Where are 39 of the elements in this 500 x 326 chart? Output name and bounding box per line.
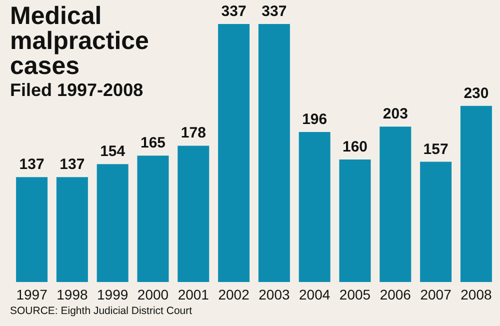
data-label: 337 bbox=[262, 3, 287, 20]
x-tick-label: 2000 bbox=[137, 286, 169, 302]
bar bbox=[298, 132, 330, 282]
data-label: 157 bbox=[423, 140, 448, 158]
x-tick-label: 1999 bbox=[97, 286, 128, 302]
bar bbox=[137, 156, 169, 282]
bar bbox=[380, 126, 412, 282]
data-label: 154 bbox=[100, 143, 126, 160]
bar bbox=[16, 177, 48, 282]
x-tick-label: 1997 bbox=[16, 286, 48, 302]
bar bbox=[339, 160, 371, 282]
bar bbox=[460, 106, 492, 282]
x-tick-label: 2007 bbox=[420, 286, 452, 302]
x-tick-label: 2001 bbox=[178, 286, 210, 302]
x-tick-label: 2004 bbox=[299, 286, 330, 302]
bar bbox=[56, 177, 88, 282]
bar bbox=[420, 162, 452, 282]
source-note: SOURCE: Eighth Judicial District Court bbox=[10, 305, 192, 317]
bar bbox=[258, 24, 290, 282]
data-label: 203 bbox=[382, 106, 408, 123]
data-label: 230 bbox=[464, 84, 489, 102]
data-label: 196 bbox=[302, 110, 328, 128]
x-tick-label: 1998 bbox=[56, 286, 88, 302]
x-tick-label: 2002 bbox=[218, 286, 250, 302]
data-label: 160 bbox=[342, 138, 368, 156]
data-label: 137 bbox=[60, 156, 85, 174]
x-tick-label: 2008 bbox=[460, 286, 492, 302]
chart-title: Medical malpractice cases bbox=[10, 2, 150, 80]
x-tick-label: 2006 bbox=[380, 286, 412, 302]
text: Filed 1997-2008 bbox=[10, 80, 144, 101]
data-label: 178 bbox=[180, 124, 206, 142]
x-tick-label: 2003 bbox=[258, 286, 290, 302]
x-tick-label: 2005 bbox=[339, 286, 371, 302]
data-label: 165 bbox=[140, 134, 166, 152]
bar bbox=[96, 164, 128, 282]
bar bbox=[178, 146, 210, 282]
data-label: 137 bbox=[19, 156, 44, 174]
data-label: 337 bbox=[221, 3, 246, 20]
bar bbox=[218, 24, 250, 282]
